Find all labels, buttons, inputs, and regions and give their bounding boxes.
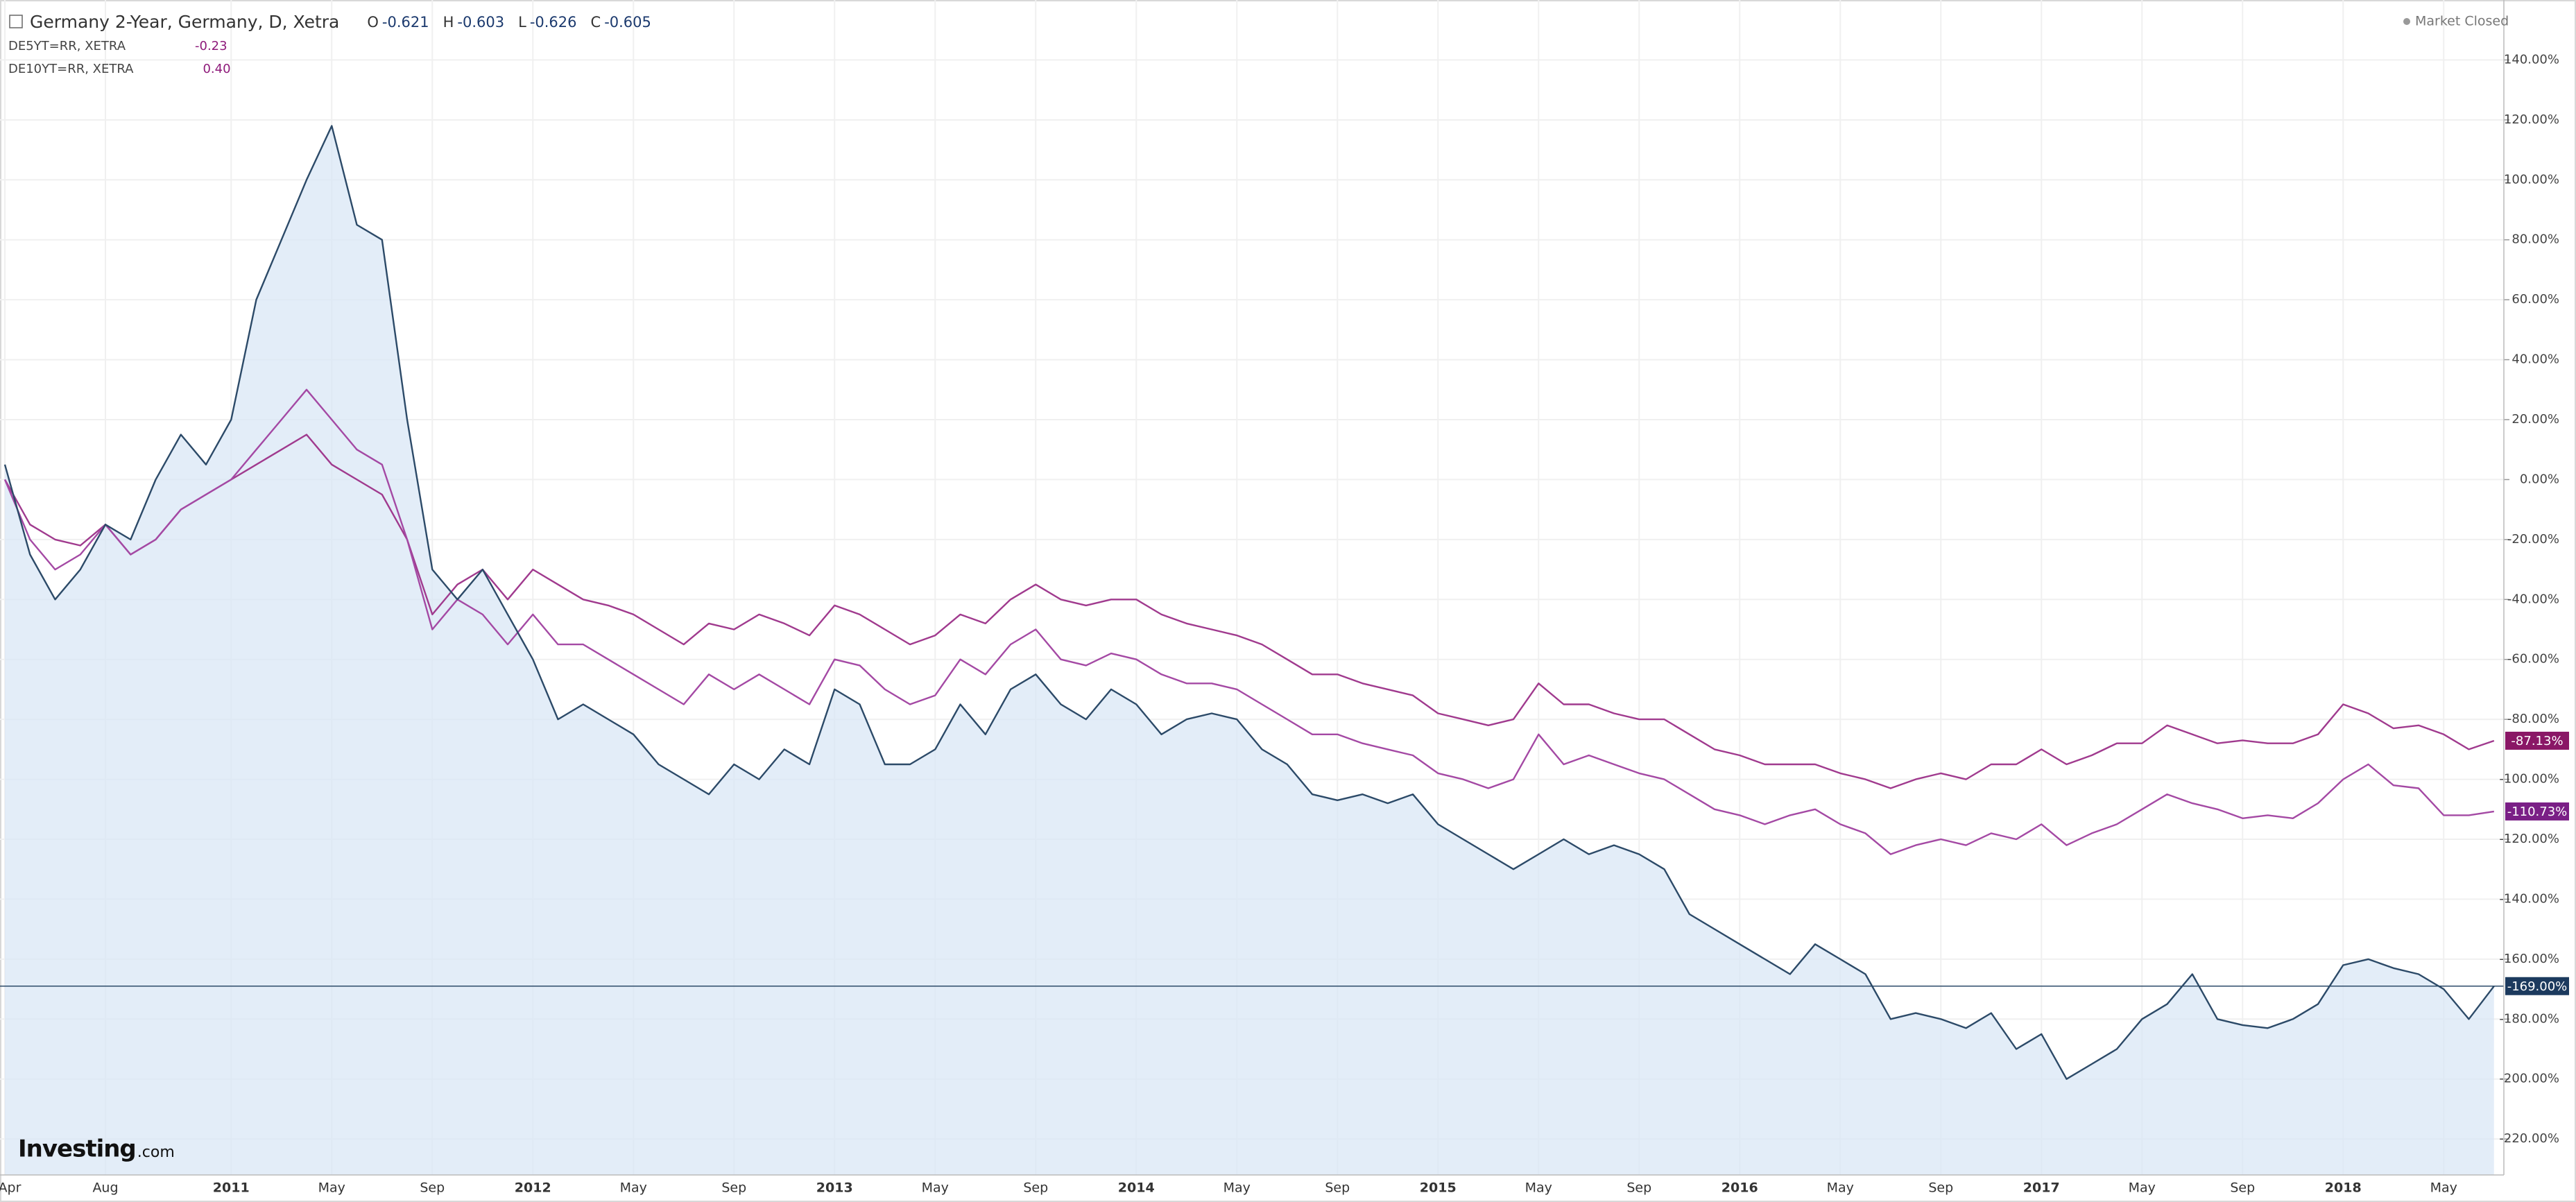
x-tick-label: 2013 xyxy=(816,1180,853,1196)
x-tick-label: 2017 xyxy=(2023,1180,2060,1196)
y-tick-label: -80.00% xyxy=(2507,712,2559,726)
y-tick-label: -200.00% xyxy=(2499,1072,2559,1086)
legend-name: DE10YT=RR, XETRA xyxy=(8,62,134,76)
x-tick-label: 2015 xyxy=(1420,1180,1457,1196)
x-tick-label: 2012 xyxy=(515,1180,551,1196)
legend-value: 0.40 xyxy=(203,62,230,76)
y-tick-label: 80.00% xyxy=(2511,232,2559,247)
x-tick-label: Sep xyxy=(1023,1180,1048,1196)
x-tick-label: Apr xyxy=(0,1180,22,1196)
area xyxy=(5,126,2494,1175)
x-tick-label: Sep xyxy=(1928,1180,1953,1196)
legend-name: DE5YT=RR, XETRA xyxy=(8,39,126,53)
legend-title: Germany 2-Year, Germany, D, Xetra xyxy=(30,12,339,32)
series-line xyxy=(3,433,2495,789)
ohlc-key: C xyxy=(591,14,601,31)
x-tick-label: Sep xyxy=(1325,1180,1350,1196)
y-tick-label: 60.00% xyxy=(2511,292,2559,307)
ohlc-value: -0.626 xyxy=(530,14,577,31)
ohlc-value: -0.605 xyxy=(604,14,651,31)
x-tick-label: May xyxy=(2430,1180,2457,1196)
x-tick-label: 2011 xyxy=(213,1180,250,1196)
last-value-badge xyxy=(2505,977,2569,995)
x-tick-label: May xyxy=(1827,1180,1854,1196)
logo-name: Investing xyxy=(18,1135,136,1163)
y-tick-label: -40.00% xyxy=(2507,592,2559,606)
last-value-label: -87.13% xyxy=(2511,734,2563,748)
x-tick-label: 2014 xyxy=(1118,1180,1155,1196)
collapse-icon xyxy=(9,15,23,28)
y-tick-label: 40.00% xyxy=(2511,352,2559,367)
y-tick-label: 0.00% xyxy=(2520,472,2559,486)
last-value-badge xyxy=(2505,802,2569,821)
y-tick-label: -120.00% xyxy=(2499,832,2559,846)
series-line xyxy=(3,388,2494,855)
x-tick-label: Sep xyxy=(721,1180,746,1196)
status-dot xyxy=(2403,18,2410,25)
series-line xyxy=(3,125,2495,1080)
x-tick-label: Sep xyxy=(2230,1180,2255,1196)
y-tick-label: 140.00% xyxy=(2504,52,2559,67)
last-value-label: -110.73% xyxy=(2507,805,2568,819)
logo-suffix: .com xyxy=(137,1144,175,1161)
market-status: Market Closed xyxy=(2415,14,2509,29)
x-tick-label: May xyxy=(922,1180,949,1196)
ohlc-key: O xyxy=(367,14,379,31)
x-tick-label: Aug xyxy=(92,1180,118,1196)
last-value-badge xyxy=(2505,731,2569,750)
y-tick-label: 100.00% xyxy=(2504,172,2559,187)
y-tick-label: -220.00% xyxy=(2499,1131,2559,1146)
ohlc-value: -0.603 xyxy=(457,14,504,31)
legend-value: -0.23 xyxy=(195,39,227,53)
x-tick-label: May xyxy=(620,1180,647,1196)
ohlc-value: -0.621 xyxy=(382,14,429,31)
x-tick-label: May xyxy=(1525,1180,1552,1196)
x-tick-label: May xyxy=(2129,1180,2156,1196)
x-tick-label: 2016 xyxy=(1721,1180,1758,1196)
ohlc-key: H xyxy=(443,14,454,31)
y-tick-label: -180.00% xyxy=(2499,1011,2559,1026)
ohlc-key: L xyxy=(518,14,526,31)
x-tick-label: Sep xyxy=(420,1180,445,1196)
x-tick-label: 2018 xyxy=(2325,1180,2362,1196)
y-tick-label: -160.00% xyxy=(2499,952,2559,966)
x-tick-label: Sep xyxy=(1626,1180,1651,1196)
y-tick-label: -60.00% xyxy=(2507,652,2559,667)
x-tick-label: May xyxy=(1223,1180,1251,1196)
x-tick-label: May xyxy=(318,1180,345,1196)
y-tick-label: -100.00% xyxy=(2499,772,2559,787)
y-tick-label: -20.00% xyxy=(2507,532,2559,547)
y-tick-label: -140.00% xyxy=(2499,891,2559,906)
last-value-label: -169.00% xyxy=(2507,979,2568,994)
y-tick-label: 120.00% xyxy=(2504,112,2559,127)
y-tick-label: 20.00% xyxy=(2511,412,2559,427)
